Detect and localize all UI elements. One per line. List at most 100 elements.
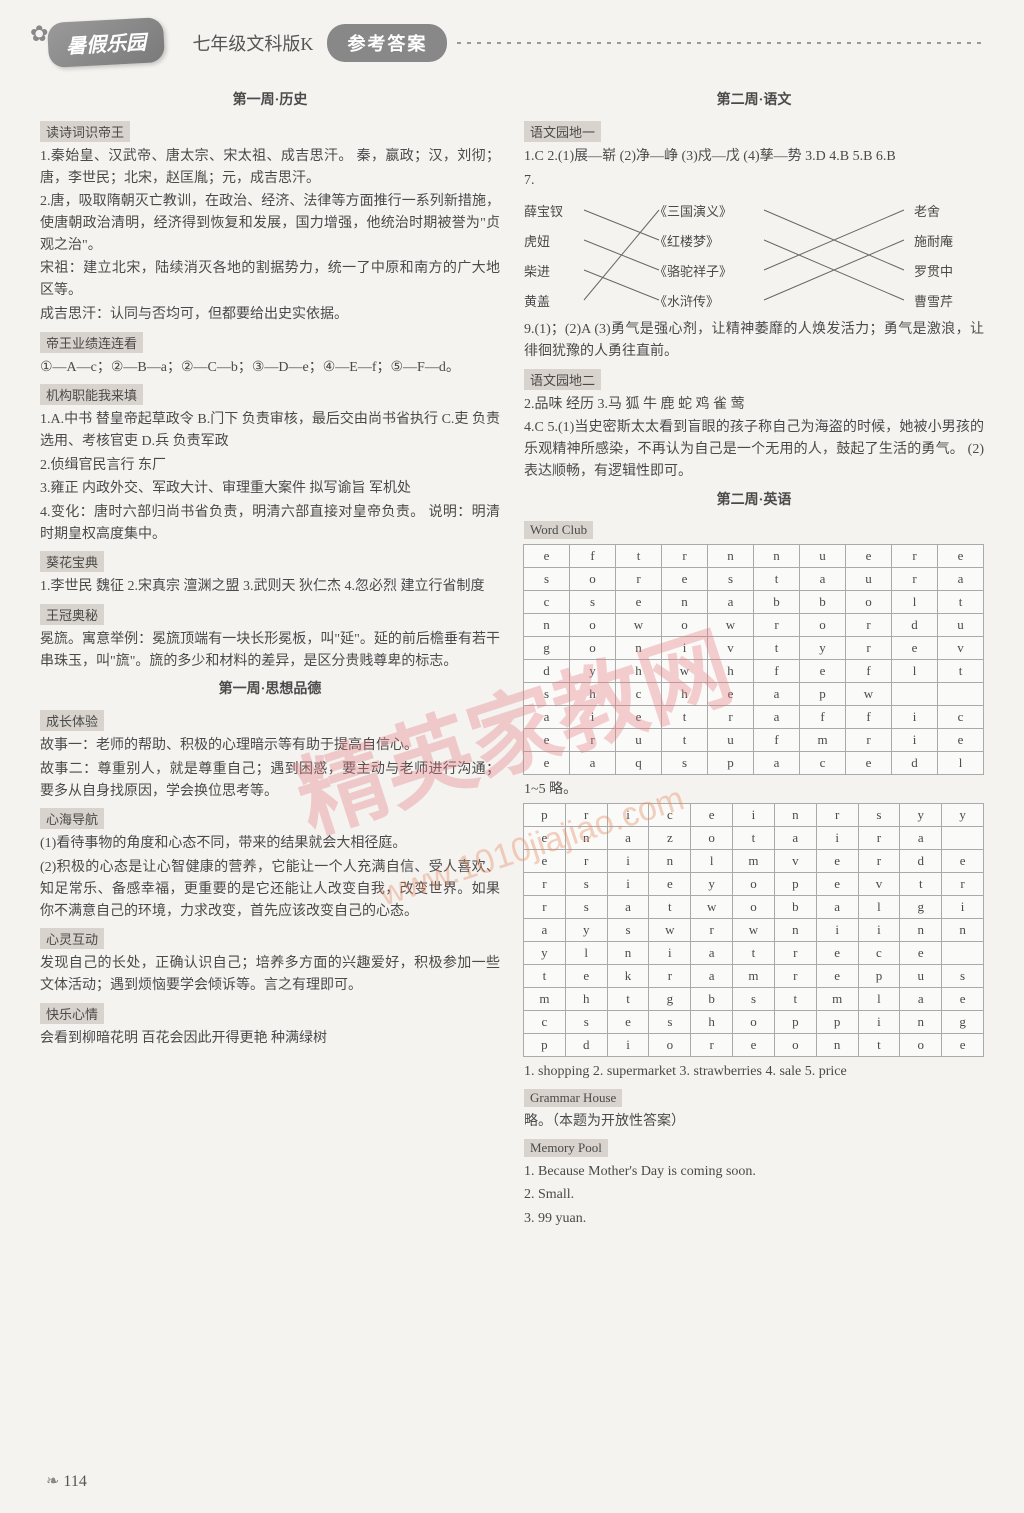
grid-cell: f (569, 544, 616, 568)
grid-cell: a (523, 918, 566, 942)
grid-cell: a (523, 705, 570, 729)
grid-cell: f (845, 705, 892, 729)
badge-title: 暑假乐园 (47, 17, 165, 68)
grid-cell: t (523, 964, 566, 988)
grid-cell: y (565, 918, 608, 942)
grid-cell: f (845, 659, 892, 683)
grid-cell: r (565, 803, 608, 827)
grid-cell: a (707, 590, 754, 614)
grid-cell: b (799, 590, 846, 614)
grid-cell: e (607, 1010, 650, 1034)
grid-cell: u (899, 964, 942, 988)
grid-cell: i (661, 636, 708, 660)
grid-cell: e (899, 941, 942, 965)
grid-cell: a (690, 964, 733, 988)
grid-cell: t (937, 659, 984, 683)
grid-cell: e (816, 849, 859, 873)
grid-cell: n (816, 1033, 859, 1057)
grid-cell: o (648, 1033, 691, 1057)
grid-cell: p (707, 751, 754, 775)
match-lines (524, 195, 984, 315)
grid-cell: i (816, 918, 859, 942)
grid-cell: o (899, 1033, 942, 1057)
text: 7. (524, 170, 984, 192)
text: 2.品味 经历 3.马 狐 牛 鹿 蛇 鸡 雀 莺 (524, 394, 984, 416)
grid-cell: i (607, 1033, 650, 1057)
text: 略。（本题为开放性答案） (524, 1111, 984, 1133)
grid-cell: e (941, 1033, 984, 1057)
grid-cell: n (774, 803, 817, 827)
grid-cell: f (753, 728, 800, 752)
grid-cell: p (858, 964, 901, 988)
tag: 语文园地二 (524, 369, 601, 390)
grid-cell: y (690, 872, 733, 896)
grid-cell: r (941, 872, 984, 896)
text: 2.唐，吸取隋朝灭亡教训，在政治、经济、法律等方面推行一系列新措施，使唐朝政治清… (40, 191, 500, 256)
grid-cell: r (891, 544, 938, 568)
grid-cell: e (799, 659, 846, 683)
grid-cell: s (565, 1010, 608, 1034)
grid-cell: a (607, 826, 650, 850)
grid-cell: r (845, 613, 892, 637)
grid-cell: n (615, 636, 662, 660)
grid-cell: v (774, 849, 817, 873)
text: 宋祖：建立北宋，陆续消灭各地的割据势力，统一了中原和南方的广大地区等。 (40, 258, 500, 301)
grid-cell: o (690, 826, 733, 850)
text: 3.雍正 内政外交、军政大计、审理重大案件 拟写谕旨 军机处 (40, 478, 500, 500)
grid-cell: a (753, 751, 800, 775)
grid-cell: i (891, 705, 938, 729)
grid-cell: n (648, 849, 691, 873)
grid-cell (937, 682, 984, 706)
grid-cell (891, 682, 938, 706)
grid-cell: r (858, 826, 901, 850)
grid-cell: p (774, 1010, 817, 1034)
grid-cell: h (565, 987, 608, 1011)
grid-cell: e (523, 751, 570, 775)
grid-cell: y (941, 803, 984, 827)
grid-cell: c (858, 941, 901, 965)
grid-cell: i (858, 918, 901, 942)
grid-cell: e (891, 636, 938, 660)
grid-cell: h (569, 682, 616, 706)
subtitle: 七年级文科版K (192, 30, 313, 56)
grid-cell: r (774, 941, 817, 965)
grid-cell: e (937, 544, 984, 568)
grid-cell: t (732, 826, 775, 850)
grid-cell: e (941, 987, 984, 1011)
grid-cell: l (891, 590, 938, 614)
section-title: 第二周·英语 (524, 489, 984, 509)
grid-cell: n (899, 918, 942, 942)
matching-diagram: 薛宝钗虎妞柴进黄盖 《三国演义》《红楼梦》《骆驼祥子》《水浒传》 老舍施耐庵罗贯… (524, 195, 984, 315)
grid-cell: d (891, 613, 938, 637)
grid-cell: t (753, 567, 800, 591)
grid-cell: t (661, 705, 708, 729)
grid-cell: a (753, 705, 800, 729)
grid-cell: n (774, 918, 817, 942)
text: 1~5 略。 (524, 779, 984, 801)
grid-cell: r (569, 728, 616, 752)
grid-cell: l (858, 987, 901, 1011)
grid-cell: m (816, 987, 859, 1011)
grid-cell: t (899, 872, 942, 896)
grid-cell: s (858, 803, 901, 827)
grid-cell: w (615, 613, 662, 637)
text: 9.(1)；(2)A (3)勇气是强心剂，让精神萎靡的人焕发活力；勇气是激浪，让… (524, 319, 984, 362)
grid-cell: t (648, 895, 691, 919)
grid-cell: l (565, 941, 608, 965)
grid-cell: z (648, 826, 691, 850)
page-number: 114 (46, 1471, 87, 1491)
grid-cell: s (661, 751, 708, 775)
text: 成吉思汗：认同与否均可，但都要给出史实依据。 (40, 304, 500, 326)
flower-icon: ✿ (30, 21, 48, 47)
grid-cell: g (648, 987, 691, 1011)
grid-cell: l (937, 751, 984, 775)
grid-cell: o (845, 590, 892, 614)
grid-cell: e (615, 590, 662, 614)
grid-cell: t (732, 941, 775, 965)
word-grid-2: priceinrsyyenazotairaerinlmverdersieyope… (524, 804, 984, 1057)
text: (2)积极的心态是让心智健康的营养，它能让一个人充满自信、受人喜欢、知足常乐、备… (40, 857, 500, 922)
left-column: 第一周·历史 读诗词识帝王 1.秦始皇、汉武帝、唐太宗、宋太祖、成吉思汗。 秦，… (40, 83, 500, 1232)
grid-cell: m (732, 964, 775, 988)
grid-cell: r (774, 964, 817, 988)
grid-cell: i (891, 728, 938, 752)
